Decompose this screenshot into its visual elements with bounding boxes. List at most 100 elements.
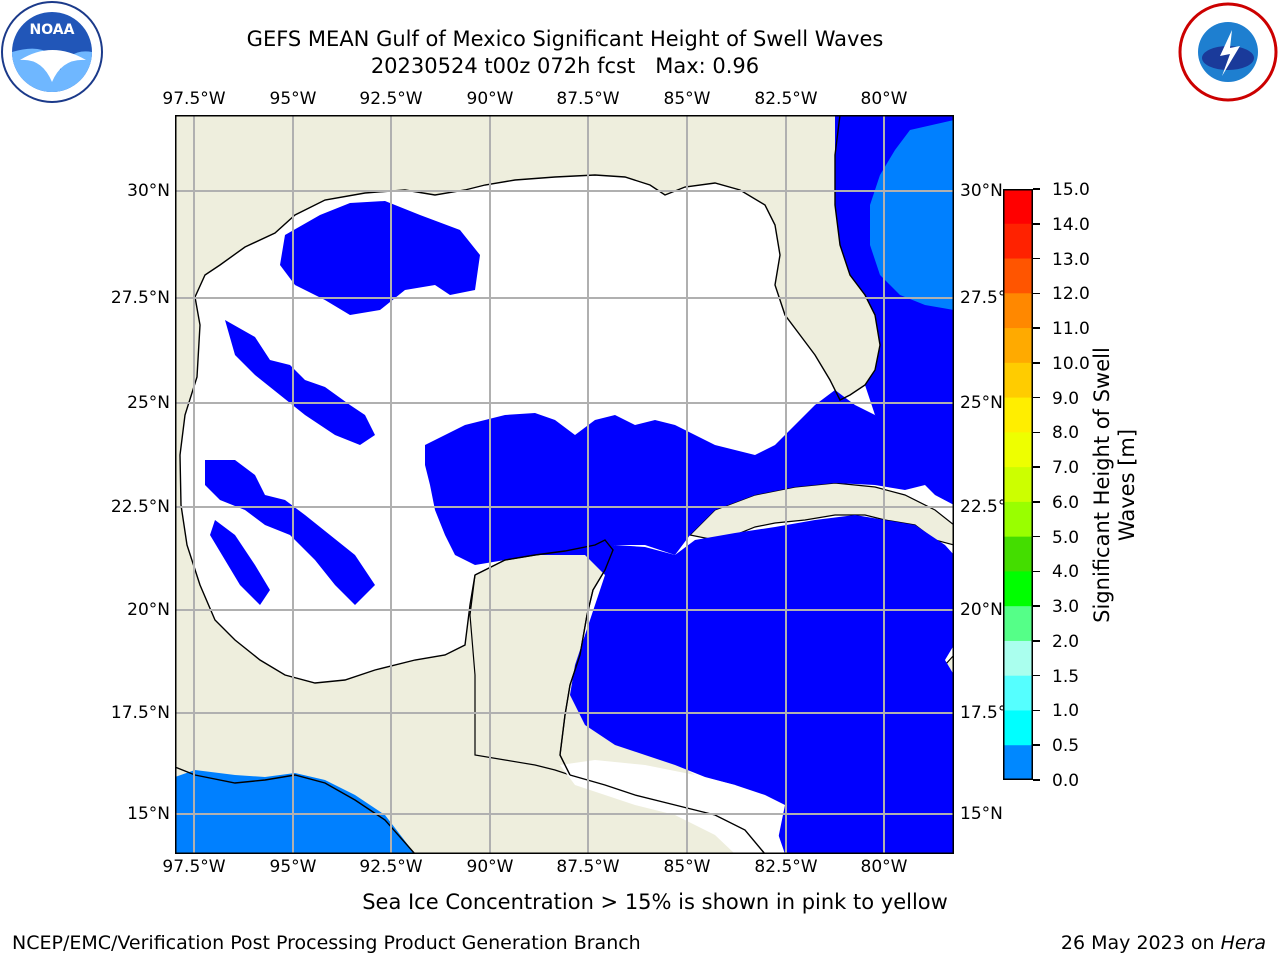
colorbar-tick-mark <box>1033 362 1040 364</box>
colorbar-tick-mark <box>1033 535 1040 538</box>
colorbar-tick-mark <box>1033 396 1040 399</box>
lon-label-top: 97.5°W <box>162 89 226 109</box>
footer-left: NCEP/EMC/Verification Post Processing Pr… <box>12 932 641 954</box>
lon-label-bottom: 97.5°W <box>162 857 226 877</box>
colorbar-tick-label: 2.0 <box>1052 631 1080 652</box>
sea-ice-note: Sea Ice Concentration > 15% is shown in … <box>362 890 948 914</box>
lat-label-right: 20°N <box>960 600 1003 620</box>
noaa-logo-text: NOAA <box>30 22 75 38</box>
colorbar-segment <box>1003 397 1033 433</box>
lon-label-bottom: 82.5°W <box>754 857 818 877</box>
colorbar-tick-label: 7.0 <box>1052 458 1080 479</box>
colorbar-segment <box>1003 223 1033 260</box>
lon-label-top: 80°W <box>860 89 908 109</box>
colorbar-tick-label: 6.0 <box>1052 492 1080 513</box>
lon-label-bottom: 90°W <box>466 857 514 877</box>
nws-logo <box>1176 0 1280 104</box>
colorbar-segment <box>1003 432 1033 468</box>
noaa-logo: NOAA <box>0 0 104 104</box>
colorbar-tick-label: 10.0 <box>1052 353 1090 374</box>
colorbar-segment <box>1003 571 1033 607</box>
lat-label-left: 20°N <box>127 600 170 620</box>
footer-date: 26 May 2023 on <box>1060 932 1221 954</box>
colorbar-tick-label: 9.0 <box>1052 388 1080 409</box>
colorbar-tick-label: 0.5 <box>1052 736 1080 757</box>
colorbar-tick-mark <box>1033 570 1040 573</box>
lon-label-bottom: 92.5°W <box>359 857 423 877</box>
lat-label-left: 15°N <box>127 804 170 824</box>
colorbar-tick-label: 1.5 <box>1052 666 1080 687</box>
colorbar-tick-label: 3.0 <box>1052 597 1080 618</box>
map-plot <box>175 115 954 854</box>
lon-label-top: 85°W <box>663 89 711 109</box>
swell-band-0 <box>205 115 954 854</box>
colorbar-tick-mark <box>1033 501 1040 503</box>
lon-label-bottom: 95°W <box>269 857 317 877</box>
lon-label-bottom: 87.5°W <box>556 857 620 877</box>
calm-area <box>560 760 785 854</box>
colorbar-segment <box>1003 606 1033 642</box>
colorbar-tick-mark <box>1033 605 1040 607</box>
colorbar-tick-label: 0.0 <box>1052 771 1080 791</box>
colorbar-tick-label: 8.0 <box>1052 423 1080 444</box>
lon-label-top: 87.5°W <box>556 89 620 109</box>
lat-label-left: 17.5°N <box>110 703 170 723</box>
colorbar-segment <box>1003 710 1033 746</box>
lon-label-top: 92.5°W <box>359 89 423 109</box>
lat-label-left: 25°N <box>127 393 170 413</box>
colorbar-segment <box>1003 362 1033 399</box>
lat-label-right: 30°N <box>960 181 1003 201</box>
colorbar-segment <box>1003 675 1033 712</box>
colorbar-tick-mark <box>1033 327 1040 329</box>
lat-label-left: 27.5°N <box>110 288 170 308</box>
colorbar-tick-mark <box>1033 674 1040 677</box>
colorbar-tick-mark <box>1033 188 1040 190</box>
colorbar-tick-mark <box>1033 744 1040 746</box>
chart-title: GEFS MEAN Gulf of Mexico Significant Hei… <box>246 27 884 51</box>
colorbar-tick-mark <box>1033 292 1040 295</box>
lat-label-right: 25°N <box>960 393 1003 413</box>
lat-label-right: 15°N <box>960 804 1003 824</box>
colorbar-tick-mark <box>1033 466 1040 468</box>
lon-label-top: 90°W <box>466 89 514 109</box>
colorbar-tick-label: 13.0 <box>1052 249 1090 270</box>
colorbar-tick-mark <box>1033 779 1040 781</box>
pacific-water <box>175 770 415 854</box>
colorbar-tick-mark <box>1033 431 1040 434</box>
colorbar-segment <box>1003 640 1033 677</box>
footer-machine: Hera <box>1220 932 1266 954</box>
lon-label-bottom: 85°W <box>663 857 711 877</box>
colorbar-label: Significant Height of Swell Waves [m] <box>1090 347 1139 623</box>
colorbar <box>1003 189 1033 780</box>
lon-label-bottom: 80°W <box>860 857 908 877</box>
lat-label-left: 22.5°N <box>110 497 170 517</box>
colorbar-segment <box>1003 745 1033 780</box>
colorbar-segment <box>1003 467 1033 503</box>
colorbar-tick-label: 14.0 <box>1052 214 1090 235</box>
lat-label-left: 30°N <box>127 181 170 201</box>
chart-subtitle: 20230524 t00z 072h fcst Max: 0.96 <box>370 54 760 78</box>
colorbar-segment <box>1003 293 1033 329</box>
footer-right: 26 May 2023 on Hera <box>1061 932 1266 954</box>
colorbar-frame <box>1003 189 1033 780</box>
colorbar-segment <box>1003 536 1033 573</box>
colorbar-tick-label: 4.0 <box>1052 562 1080 583</box>
colorbar-tick-mark <box>1033 640 1040 642</box>
colorbar-tick-mark <box>1033 257 1040 260</box>
colorbar-tick-label: 15.0 <box>1052 180 1090 200</box>
colorbar-segment <box>1003 258 1033 294</box>
colorbar-segment <box>1003 189 1033 225</box>
colorbar-tick-mark <box>1033 223 1040 225</box>
colorbar-tick-label: 1.0 <box>1052 701 1080 722</box>
colorbar-segment <box>1003 501 1033 538</box>
lon-label-top: 95°W <box>269 89 317 109</box>
colorbar-tick-label: 12.0 <box>1052 284 1090 305</box>
colorbar-tick-mark <box>1033 709 1040 712</box>
colorbar-tick-label: 5.0 <box>1052 527 1080 548</box>
colorbar-tick-label: 11.0 <box>1052 319 1090 340</box>
colorbar-segment <box>1003 328 1033 364</box>
lon-label-top: 82.5°W <box>754 89 818 109</box>
swell-band-05 <box>870 120 954 310</box>
graticule <box>175 115 954 854</box>
map-frame <box>175 115 954 854</box>
